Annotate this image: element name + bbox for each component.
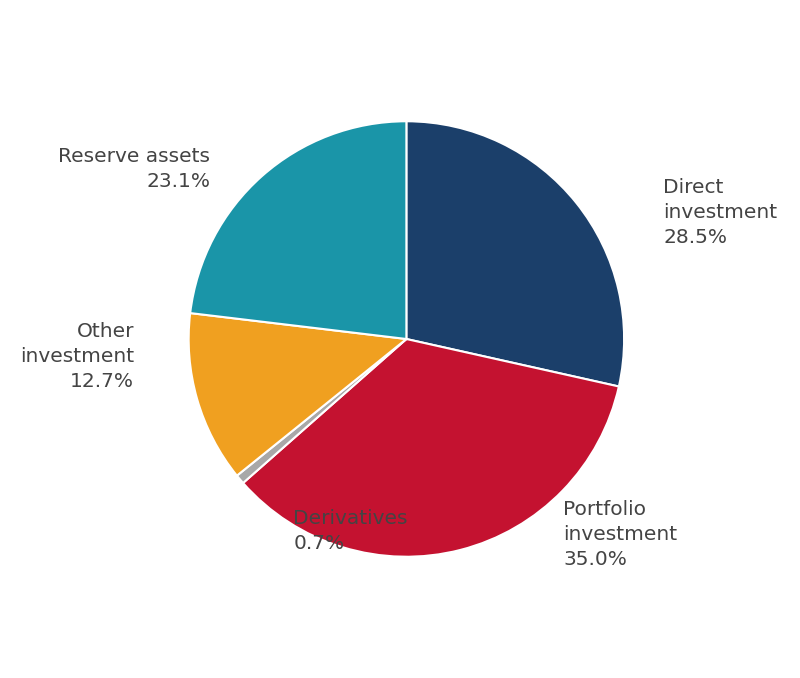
Wedge shape — [243, 339, 619, 557]
Wedge shape — [406, 121, 624, 386]
Text: Other
investment
12.7%: Other investment 12.7% — [20, 322, 134, 391]
Wedge shape — [190, 121, 406, 339]
Text: Derivatives
0.7%: Derivatives 0.7% — [293, 508, 408, 553]
Text: Portfolio
investment
35.0%: Portfolio investment 35.0% — [563, 500, 678, 570]
Wedge shape — [189, 313, 406, 476]
Text: Reserve assets
23.1%: Reserve assets 23.1% — [58, 147, 210, 191]
Text: Direct
investment
28.5%: Direct investment 28.5% — [663, 178, 778, 247]
Wedge shape — [237, 339, 406, 483]
